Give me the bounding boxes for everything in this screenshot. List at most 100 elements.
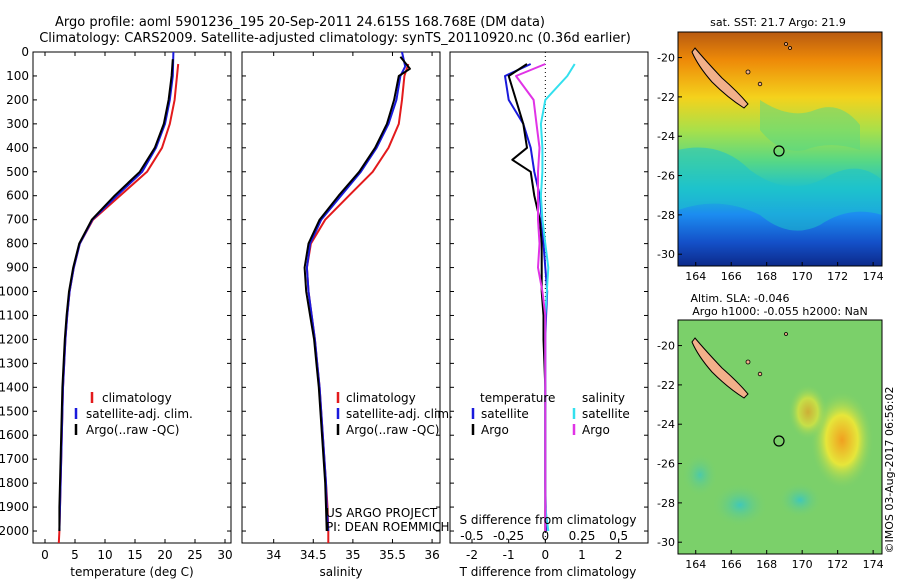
y-tick-label: 500 [6, 165, 29, 179]
map-x-tick-label: 172 [827, 558, 848, 571]
temperature-series [57, 51, 180, 544]
map-x-tick-label: 174 [863, 270, 884, 283]
s-x-tick-label: 0 [542, 529, 550, 543]
map-y-tick-label: -24 [657, 130, 675, 143]
project-credit: US ARGO PROJECT [326, 506, 438, 520]
map-y-tick-label: -24 [657, 418, 675, 431]
legend-label-satellite: satellite-adj. clim. [86, 407, 193, 421]
difference-ticks: -2 -1 0 1 2 -0.5 -0.25 0 0.25 0.5 [450, 51, 648, 562]
sst-map-panel: sat. SST: 21.7 Argo: 21.9 164 166 168 170 17… [657, 16, 884, 283]
pi-credit: PI: DEAN ROEMMICH [326, 520, 449, 534]
legend-label-argo: Argo(..raw -QC) [346, 423, 439, 437]
y-tick-label: 1200 [0, 332, 29, 346]
sst-map-frame [677, 31, 883, 267]
y-tick-label: 600 [6, 189, 29, 203]
island [745, 359, 751, 365]
legend-label-satellite: satellite-adj. clim. [346, 407, 453, 421]
map-y-tick-label: -22 [657, 379, 675, 392]
y-tick-label: 1800 [0, 476, 29, 490]
x-tick-label: 10 [97, 548, 112, 562]
sla-low-anomaly [682, 453, 718, 497]
y-tick-label: 1600 [0, 428, 29, 442]
series-line-s-argo [515, 63, 547, 531]
map-y-tick-label: -30 [657, 248, 675, 261]
x-tick-label: 30 [217, 548, 232, 562]
x-tick-label: 0 [41, 548, 49, 562]
x-tick-label: 15 [127, 548, 142, 562]
y-tick-label: 1900 [0, 500, 29, 514]
s-difference-xlabel: S difference from climatology [460, 513, 637, 527]
difference-axes-frame [449, 51, 649, 544]
island [784, 42, 788, 46]
sla-map-ticks: 164 166 168 170 172 174 -20 -22 -24 -26 -28 -30 [657, 340, 884, 571]
map-x-tick-label: 168 [756, 270, 777, 283]
map-x-tick-label: 166 [721, 558, 742, 571]
map-x-tick-label: 170 [792, 558, 813, 571]
x-tick-label: 34.5 [300, 548, 327, 562]
salinity-axes-frame [241, 51, 441, 544]
map-x-tick-label: 172 [827, 270, 848, 283]
map-x-tick-label: 168 [756, 558, 777, 571]
map-y-tick-label: -28 [657, 209, 675, 222]
y-tick-label: 400 [6, 141, 29, 155]
t-x-tick-label: 0 [542, 548, 550, 562]
map-y-tick-label: -22 [657, 91, 675, 104]
island [788, 46, 792, 50]
sla-map-title: Altim. SLA: -0.046 [690, 292, 789, 305]
series-line-argo-raw-qc- [58, 59, 174, 531]
map-y-tick-label: -26 [657, 458, 675, 471]
difference-panel: -2 -1 0 1 2 -0.5 -0.25 0 0.25 0.5 S difference fr… [449, 51, 649, 579]
salinity-series [303, 51, 411, 543]
sla-map-frame [677, 319, 883, 555]
series-line-satellite-adj-clim- [58, 51, 175, 532]
series-line-climatology [305, 63, 410, 543]
sla-low-anomaly [778, 482, 822, 518]
y-tick-label: 1700 [0, 452, 29, 466]
map-y-tick-label: -20 [657, 52, 675, 65]
y-tick-label: 100 [6, 69, 29, 83]
s-x-tick-label: -0.25 [493, 529, 524, 543]
series-line-satellite-adj-clim- [305, 51, 407, 532]
new-caledonia-island [691, 47, 749, 109]
sst-green-patch [760, 100, 860, 151]
x-tick-label: 25 [187, 548, 202, 562]
t-x-tick-label: 1 [578, 548, 586, 562]
y-tick-label: 200 [6, 93, 29, 107]
salinity-ticks: 34 34.5 35 35.5 36 [242, 51, 440, 562]
t-difference-xlabel: T difference from climatology [459, 565, 637, 579]
legend-label-climatology: climatology [346, 391, 416, 405]
imos-timestamp: ©IMOS 03-Aug-2017 06:56:02 [883, 387, 896, 554]
legend-label-t-satellite: satellite [481, 407, 529, 421]
legend-label-argo: Argo(..raw -QC) [86, 423, 179, 437]
difference-legend: temperature salinity satellite Argo sate… [471, 391, 630, 437]
x-tick-label: 20 [157, 548, 172, 562]
s-x-tick-label: -0.5 [460, 529, 483, 543]
legend-label-t-argo: Argo [481, 423, 509, 437]
y-tick-label: 1100 [0, 308, 29, 322]
y-tick-label: 2000 [0, 524, 29, 538]
legend-label-s-satellite: satellite [582, 407, 630, 421]
x-tick-label: 35.5 [379, 548, 406, 562]
sst-map-ticks: 164 166 168 170 172 174 -20 -22 -24 -26 -28 -30 [657, 52, 884, 283]
map-y-tick-label: -30 [657, 536, 675, 549]
sst-map-title: sat. SST: 21.7 Argo: 21.9 [710, 16, 846, 29]
salinity-panel: 34 34.5 35 35.5 36 salinity climatology sate… [241, 51, 453, 579]
x-tick-label: 34 [266, 548, 281, 562]
legend-title-temperature: temperature [480, 391, 555, 405]
sla-high-anomaly [788, 384, 828, 440]
map-x-tick-label: 164 [685, 270, 706, 283]
temperature-panel: 0100200300400500600700800900100011001200… [0, 45, 233, 579]
temperature-ticks: 0100200300400500600700800900100011001200… [0, 45, 233, 562]
island [784, 332, 788, 336]
s-x-tick-label: 0.25 [569, 529, 596, 543]
t-x-tick-label: 2 [615, 548, 623, 562]
sla-low-anomaly [712, 483, 768, 527]
difference-series [504, 63, 576, 532]
series-line-argo-raw-qc- [303, 56, 411, 532]
map-x-tick-label: 166 [721, 270, 742, 283]
map-x-tick-label: 164 [685, 558, 706, 571]
map-y-tick-label: -28 [657, 497, 675, 510]
t-x-tick-label: -1 [503, 548, 515, 562]
map-y-tick-label: -20 [657, 340, 675, 353]
